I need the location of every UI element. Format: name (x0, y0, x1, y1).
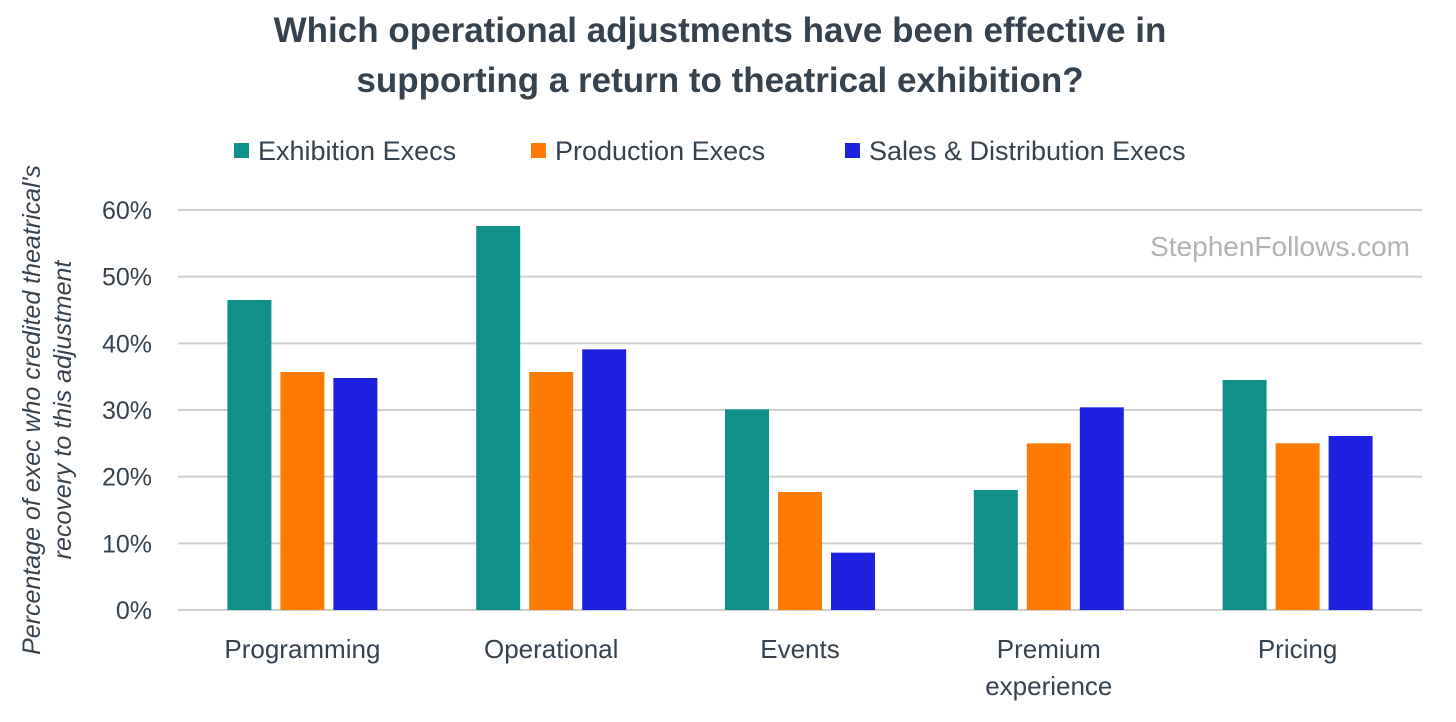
x-tick-label: Events (760, 634, 840, 664)
bar-pricing-1 (1275, 443, 1320, 610)
bar-premium-experience-2 (1079, 407, 1124, 610)
legend-swatch (845, 143, 860, 158)
legend-label: Sales & Distribution Execs (869, 136, 1186, 166)
y-tick-label: 0% (116, 597, 152, 625)
y-tick-label: 10% (102, 530, 152, 558)
legend-swatch (234, 143, 249, 158)
y-tick-label: 60% (102, 197, 152, 225)
bar-programming-0 (227, 300, 272, 610)
x-tick-label: Premium (997, 634, 1101, 664)
bar-programming-1 (280, 372, 325, 610)
y-tick-label: 30% (102, 397, 152, 425)
y-axis-label-line-2: recovery to this adjustment (49, 260, 77, 560)
bar-events-0 (725, 409, 769, 610)
bar-operational-0 (476, 226, 521, 610)
bar-operational-2 (582, 349, 627, 610)
bar-pricing-2 (1328, 436, 1373, 610)
bar-premium-experience-0 (973, 490, 1018, 610)
y-axis-label-line-1: Percentage of exec who credited theatric… (18, 165, 46, 655)
bars (227, 226, 1373, 610)
x-tick-label: Operational (484, 634, 618, 664)
x-tick-label: Programming (224, 634, 380, 664)
chart-title-line-2: supporting a return to theatrical exhibi… (356, 61, 1083, 100)
legend-label: Exhibition Execs (258, 136, 456, 166)
y-tick-label: 40% (102, 330, 152, 358)
bar-operational-1 (529, 372, 574, 610)
y-axis-label: Percentage of exec who credited theatric… (18, 165, 77, 655)
watermark: StephenFollows.com (1150, 231, 1410, 262)
x-tick-label: Pricing (1258, 634, 1337, 664)
chart-title-line-1: Which operational adjustments have been … (274, 11, 1167, 50)
x-axis-labels: Programming Operational Events Premium exper… (224, 634, 1337, 701)
bar-events-1 (778, 492, 822, 610)
x-tick-label: experience (985, 671, 1112, 701)
legend-swatch (531, 143, 546, 158)
y-tick-label: 50% (102, 264, 152, 292)
bar-programming-2 (333, 378, 378, 610)
bar-pricing-0 (1222, 380, 1267, 610)
bar-events-2 (831, 552, 875, 610)
bar-premium-experience-1 (1026, 443, 1071, 610)
legend-label: Production Execs (555, 136, 765, 166)
legend: Exhibition Execs Production Execs Sales & … (234, 136, 1186, 166)
y-tick-label: 20% (102, 464, 152, 492)
